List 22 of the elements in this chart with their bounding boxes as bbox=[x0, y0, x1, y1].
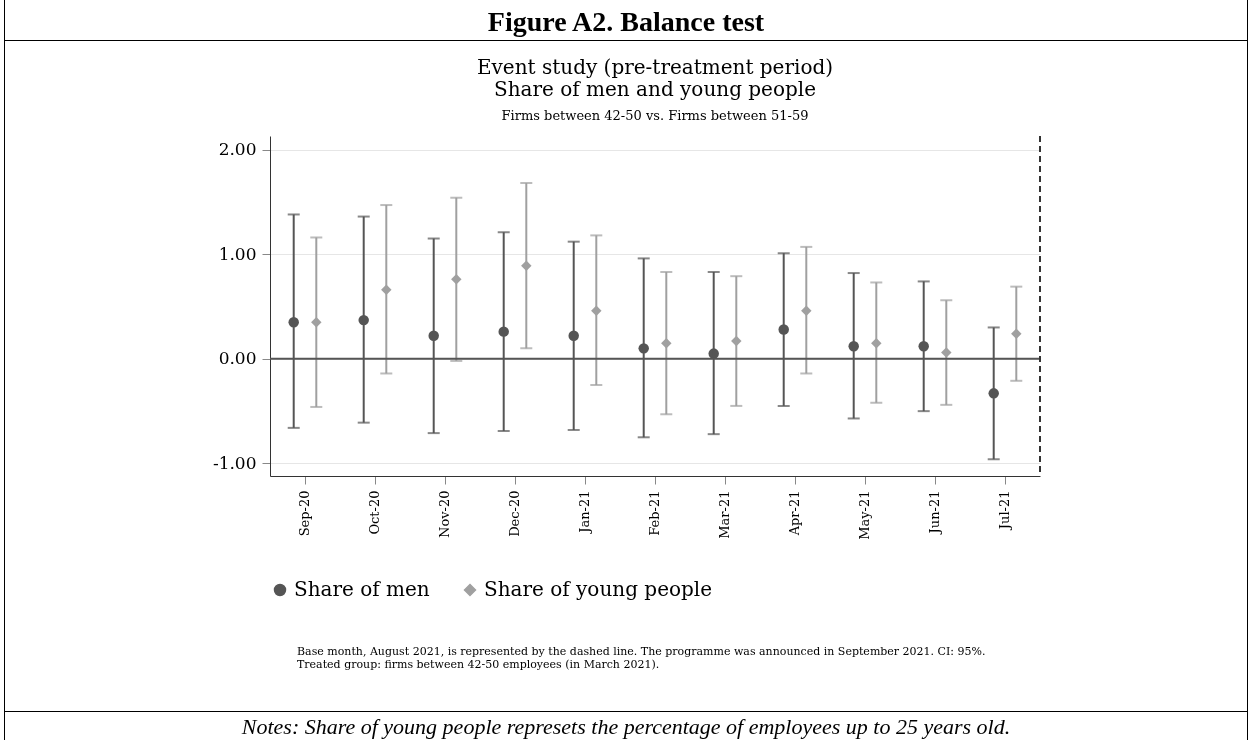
x-tick-label: Jul-21 bbox=[996, 490, 1012, 532]
x-tick-label: Oct-20 bbox=[366, 490, 382, 535]
x-tick-label: Jan-21 bbox=[576, 490, 592, 535]
legend-label: Share of young people bbox=[483, 577, 712, 601]
legend-label: Share of men bbox=[293, 577, 430, 601]
text: Base month, August 2021, is represented by the dashed line. The programme was announced in September 2021. CI: 95%. Treated group: firms between 42-50 employees (in March 2021). bbox=[297, 644, 987, 673]
x-tick-label: Jun-21 bbox=[926, 490, 942, 536]
x-tick-label: May-21 bbox=[856, 490, 872, 540]
x-tick-label: Mar-21 bbox=[716, 490, 732, 539]
x-tick-label: Feb-21 bbox=[646, 490, 662, 536]
y-tick-label: 2.00 bbox=[218, 139, 256, 160]
y-tick-label: -1.00 bbox=[212, 452, 256, 473]
text: Notes: Share of young people represets the percentage of employees up to 25 years old. bbox=[5, 711, 1247, 740]
x-tick-label: Dec-20 bbox=[506, 490, 522, 537]
x-tick-label: Sep-20 bbox=[296, 490, 312, 537]
y-tick-label: 0.00 bbox=[218, 348, 256, 369]
x-tick-label: Nov-20 bbox=[436, 490, 452, 538]
x-tick-label: Apr-21 bbox=[786, 490, 802, 537]
chart-subtitle: Firms between 42-50 vs. Firms between 51-59 bbox=[501, 108, 808, 123]
caption: Figure A2. Balance test bbox=[5, 0, 1247, 41]
y-tick-label: 1.00 bbox=[218, 243, 256, 264]
chart-title: Event study (pre-treatment period) Share of men and young people bbox=[476, 55, 833, 101]
